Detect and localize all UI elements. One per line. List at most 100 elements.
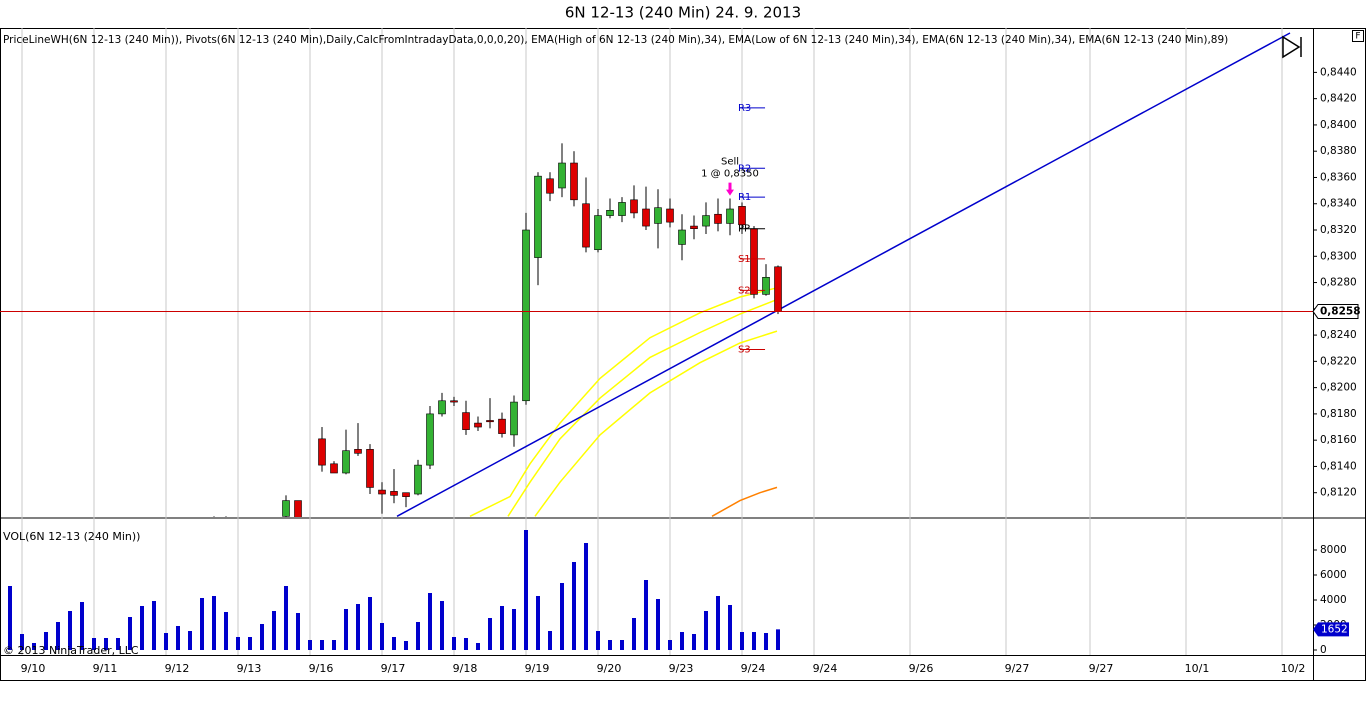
candle-body: [570, 162, 578, 201]
volume-bar: [355, 604, 360, 650]
volume-bar: [379, 623, 384, 650]
candle-body: [378, 489, 386, 495]
candle-body: [702, 215, 710, 227]
candle-body: [342, 450, 350, 474]
volume-bar: [764, 633, 769, 650]
volume-bar: [163, 633, 168, 650]
y-tick-label: 0,8300: [1320, 250, 1357, 262]
chart-title: 6N 12-13 (240 Min) 24. 9. 2013: [565, 4, 801, 22]
volume-bar: [487, 618, 492, 650]
candle-body: [498, 418, 506, 434]
button-label[interactable]: F: [1355, 32, 1360, 42]
y-tick-label: 0,8160: [1320, 434, 1357, 446]
volume-bar: [451, 637, 456, 650]
volume-bar: [475, 643, 480, 650]
price-marker: [1312, 303, 1359, 319]
volume-bar: [620, 640, 624, 650]
volume-bar: [31, 643, 36, 650]
candle-body: [690, 225, 698, 229]
volume-bar: [511, 609, 516, 650]
candle-body: [582, 203, 590, 248]
volume-bar: [211, 596, 216, 650]
x-tick-label: 9/11: [93, 662, 118, 675]
candle-body: [282, 500, 290, 517]
volume-bar: [295, 613, 300, 650]
volume-bar: [175, 626, 180, 650]
volume-bar: [319, 640, 324, 650]
y-tick-label: 0: [1320, 644, 1327, 656]
volume-title: VOL(6N 12-13 (240 Min)): [3, 530, 140, 543]
candle-body: [318, 438, 326, 466]
candle-body: [714, 213, 722, 224]
candle-body: [546, 178, 554, 194]
indicator-legend: PriceLineWH(6N 12-13 (240 Min)), Pivots(…: [3, 34, 1228, 46]
candle-body: [738, 206, 746, 226]
x-tick-label: 9/23: [669, 662, 694, 675]
volume-bar: [259, 624, 264, 650]
candle-body: [666, 208, 674, 223]
annotation-detail: 1 @ 0,8350: [701, 169, 759, 180]
y-tick-label: 0,8400: [1320, 119, 1357, 131]
volume-bar: [271, 611, 276, 650]
indicator-line: [534, 330, 778, 517]
candle-body: [294, 500, 302, 517]
volume-bar: [343, 609, 348, 650]
volume-bar: [559, 583, 564, 650]
pivot-label: R3: [738, 103, 751, 114]
candle-body: [450, 400, 458, 403]
x-tick-label: 9/20: [597, 662, 622, 675]
x-tick-label: 9/18: [453, 662, 478, 675]
volume-bar: [463, 638, 468, 650]
x-tick-label: 9/17: [381, 662, 406, 675]
volume-bar: [704, 611, 708, 650]
y-tick-label: 6000: [1320, 569, 1347, 581]
volume-marker-label: 1652: [1321, 623, 1348, 635]
candle-body: [354, 449, 362, 454]
candle-body: [522, 229, 530, 402]
candle-body: [678, 229, 686, 245]
volume-bar: [55, 622, 60, 650]
volume-bar: [7, 586, 12, 650]
candle-body: [330, 463, 338, 474]
x-tick-label: 9/26: [909, 662, 934, 675]
x-tick-label: 10/2: [1281, 662, 1306, 675]
volume-bar: [608, 640, 612, 650]
volume-bar: [499, 606, 504, 650]
play-icon[interactable]: [1282, 35, 1302, 59]
volume-bar: [415, 622, 420, 650]
volume-bar: [307, 640, 312, 650]
x-tick-label: 9/13: [237, 662, 262, 675]
pivot-label: S3: [738, 345, 751, 356]
y-tick-label: 0,8340: [1320, 198, 1357, 210]
volume-bar: [91, 638, 96, 650]
volume-bar: [199, 598, 204, 650]
y-tick-label: 0,8140: [1320, 460, 1357, 472]
volume-bar: [716, 596, 721, 650]
button[interactable]: [1352, 30, 1364, 42]
x-tick-label: 9/24: [813, 662, 838, 675]
candle-body: [402, 492, 410, 497]
pivot-label: S1: [738, 254, 751, 265]
volume-bar: [19, 634, 24, 650]
volume-bar: [223, 612, 228, 650]
plot-layer: 9/10 9/11 9/12 9/13 9/16 9/17 9/18 9/19 9/20 9/23…: [7, 28, 1357, 675]
volume-bar: [752, 632, 757, 650]
y-tick-label: 0,8200: [1320, 382, 1357, 394]
volume-bar: [139, 606, 144, 650]
candle-body: [438, 400, 446, 415]
y-tick-label: 8000: [1320, 544, 1347, 556]
volume-bar: [127, 617, 132, 650]
candle-body: [414, 464, 422, 495]
y-tick-label: 0,8420: [1320, 93, 1357, 105]
candle-body: [654, 207, 662, 224]
candle-body: [630, 199, 638, 214]
candle-body: [762, 276, 770, 295]
x-tick-label: 9/27: [1005, 662, 1030, 675]
volume-bar: [151, 601, 156, 650]
indicator-line: [469, 287, 778, 517]
y-tick-label: 0,8380: [1320, 145, 1357, 157]
y-tick-label: 0,8280: [1320, 277, 1357, 289]
y-tick-label: 4000: [1320, 594, 1347, 606]
